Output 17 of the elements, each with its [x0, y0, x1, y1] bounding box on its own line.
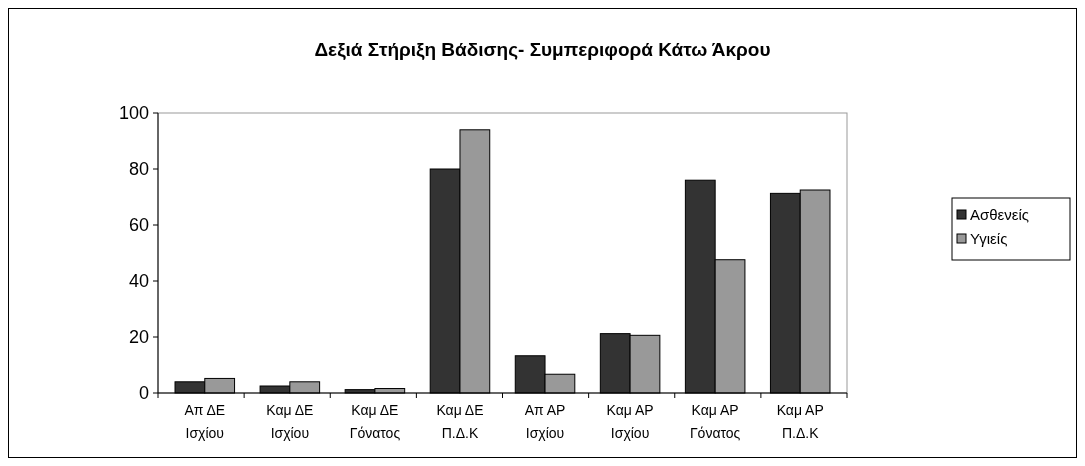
x-tick-label: Καμ ΔΕ Ισχίου — [266, 402, 314, 441]
x-tick-label: Καμ ΔΕ Π.Δ.Κ — [436, 402, 484, 441]
x-tick-label: Καμ ΑΡ Ισχίου — [606, 402, 654, 441]
x-tick-label: Καμ ΔΕ Γόνατος — [349, 402, 401, 441]
x-tick-label: Απ ΑΡ Ισχίου — [524, 402, 566, 441]
legend-label: Υγιείς — [970, 230, 1008, 248]
x-tick-label: Καμ ΑΡ Π.Δ.Κ — [776, 402, 824, 441]
y-tick-label: 0 — [138, 383, 149, 404]
y-tick-label: 60 — [128, 215, 149, 236]
legend-label: Ασθενείς — [970, 206, 1030, 224]
x-tick-label: Απ ΔΕ Ισχίου — [184, 402, 226, 441]
y-tick-label: 100 — [118, 103, 149, 124]
y-tick-label: 80 — [128, 159, 149, 180]
y-tick-label: 40 — [128, 271, 149, 292]
y-tick-label: 20 — [128, 327, 149, 348]
x-tick-label: Καμ ΑΡ Γόνατος — [689, 402, 741, 441]
chart-title: Δεξιά Στήριξη Βάδισης- Συμπεριφορά Κάτω Άκρου — [314, 39, 771, 61]
